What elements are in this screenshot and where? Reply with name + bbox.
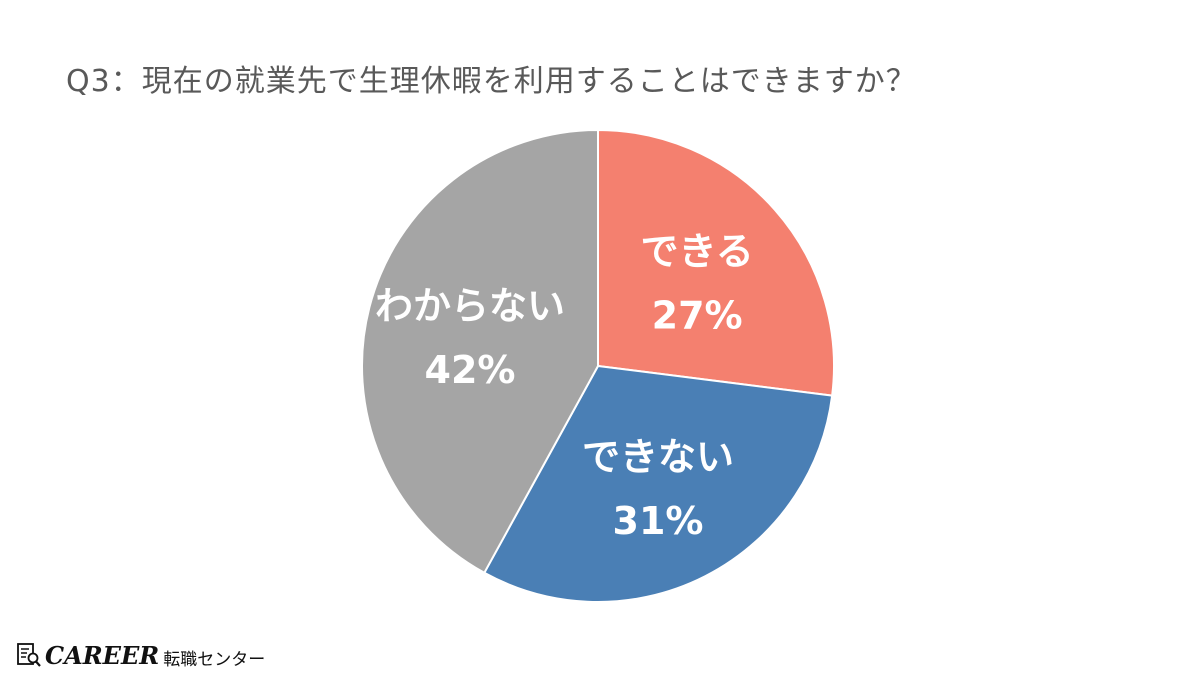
chart-title: Q3：現在の就業先で生理休暇を利用することはできますか？: [66, 64, 917, 99]
pie-slice-value-0: 27%: [652, 294, 743, 338]
pie-slice-2: [361, 128, 599, 575]
brand-logo: CAREER 転職センター: [16, 640, 265, 670]
pie-slice-label-1: できない: [582, 435, 734, 479]
pie-slice-0: [597, 128, 835, 397]
pie-slice-1: [482, 364, 834, 603]
pie-slice-label-0: できる: [641, 230, 754, 274]
pie-slice-label-2: わからない: [375, 284, 565, 328]
pie-slice-value-1: 31%: [613, 499, 704, 543]
brand-subtitle: 転職センター: [163, 649, 266, 670]
pie-slice-value-2: 42%: [425, 348, 516, 392]
document-search-icon: [17, 643, 41, 667]
brand-name: CAREER: [45, 640, 160, 670]
